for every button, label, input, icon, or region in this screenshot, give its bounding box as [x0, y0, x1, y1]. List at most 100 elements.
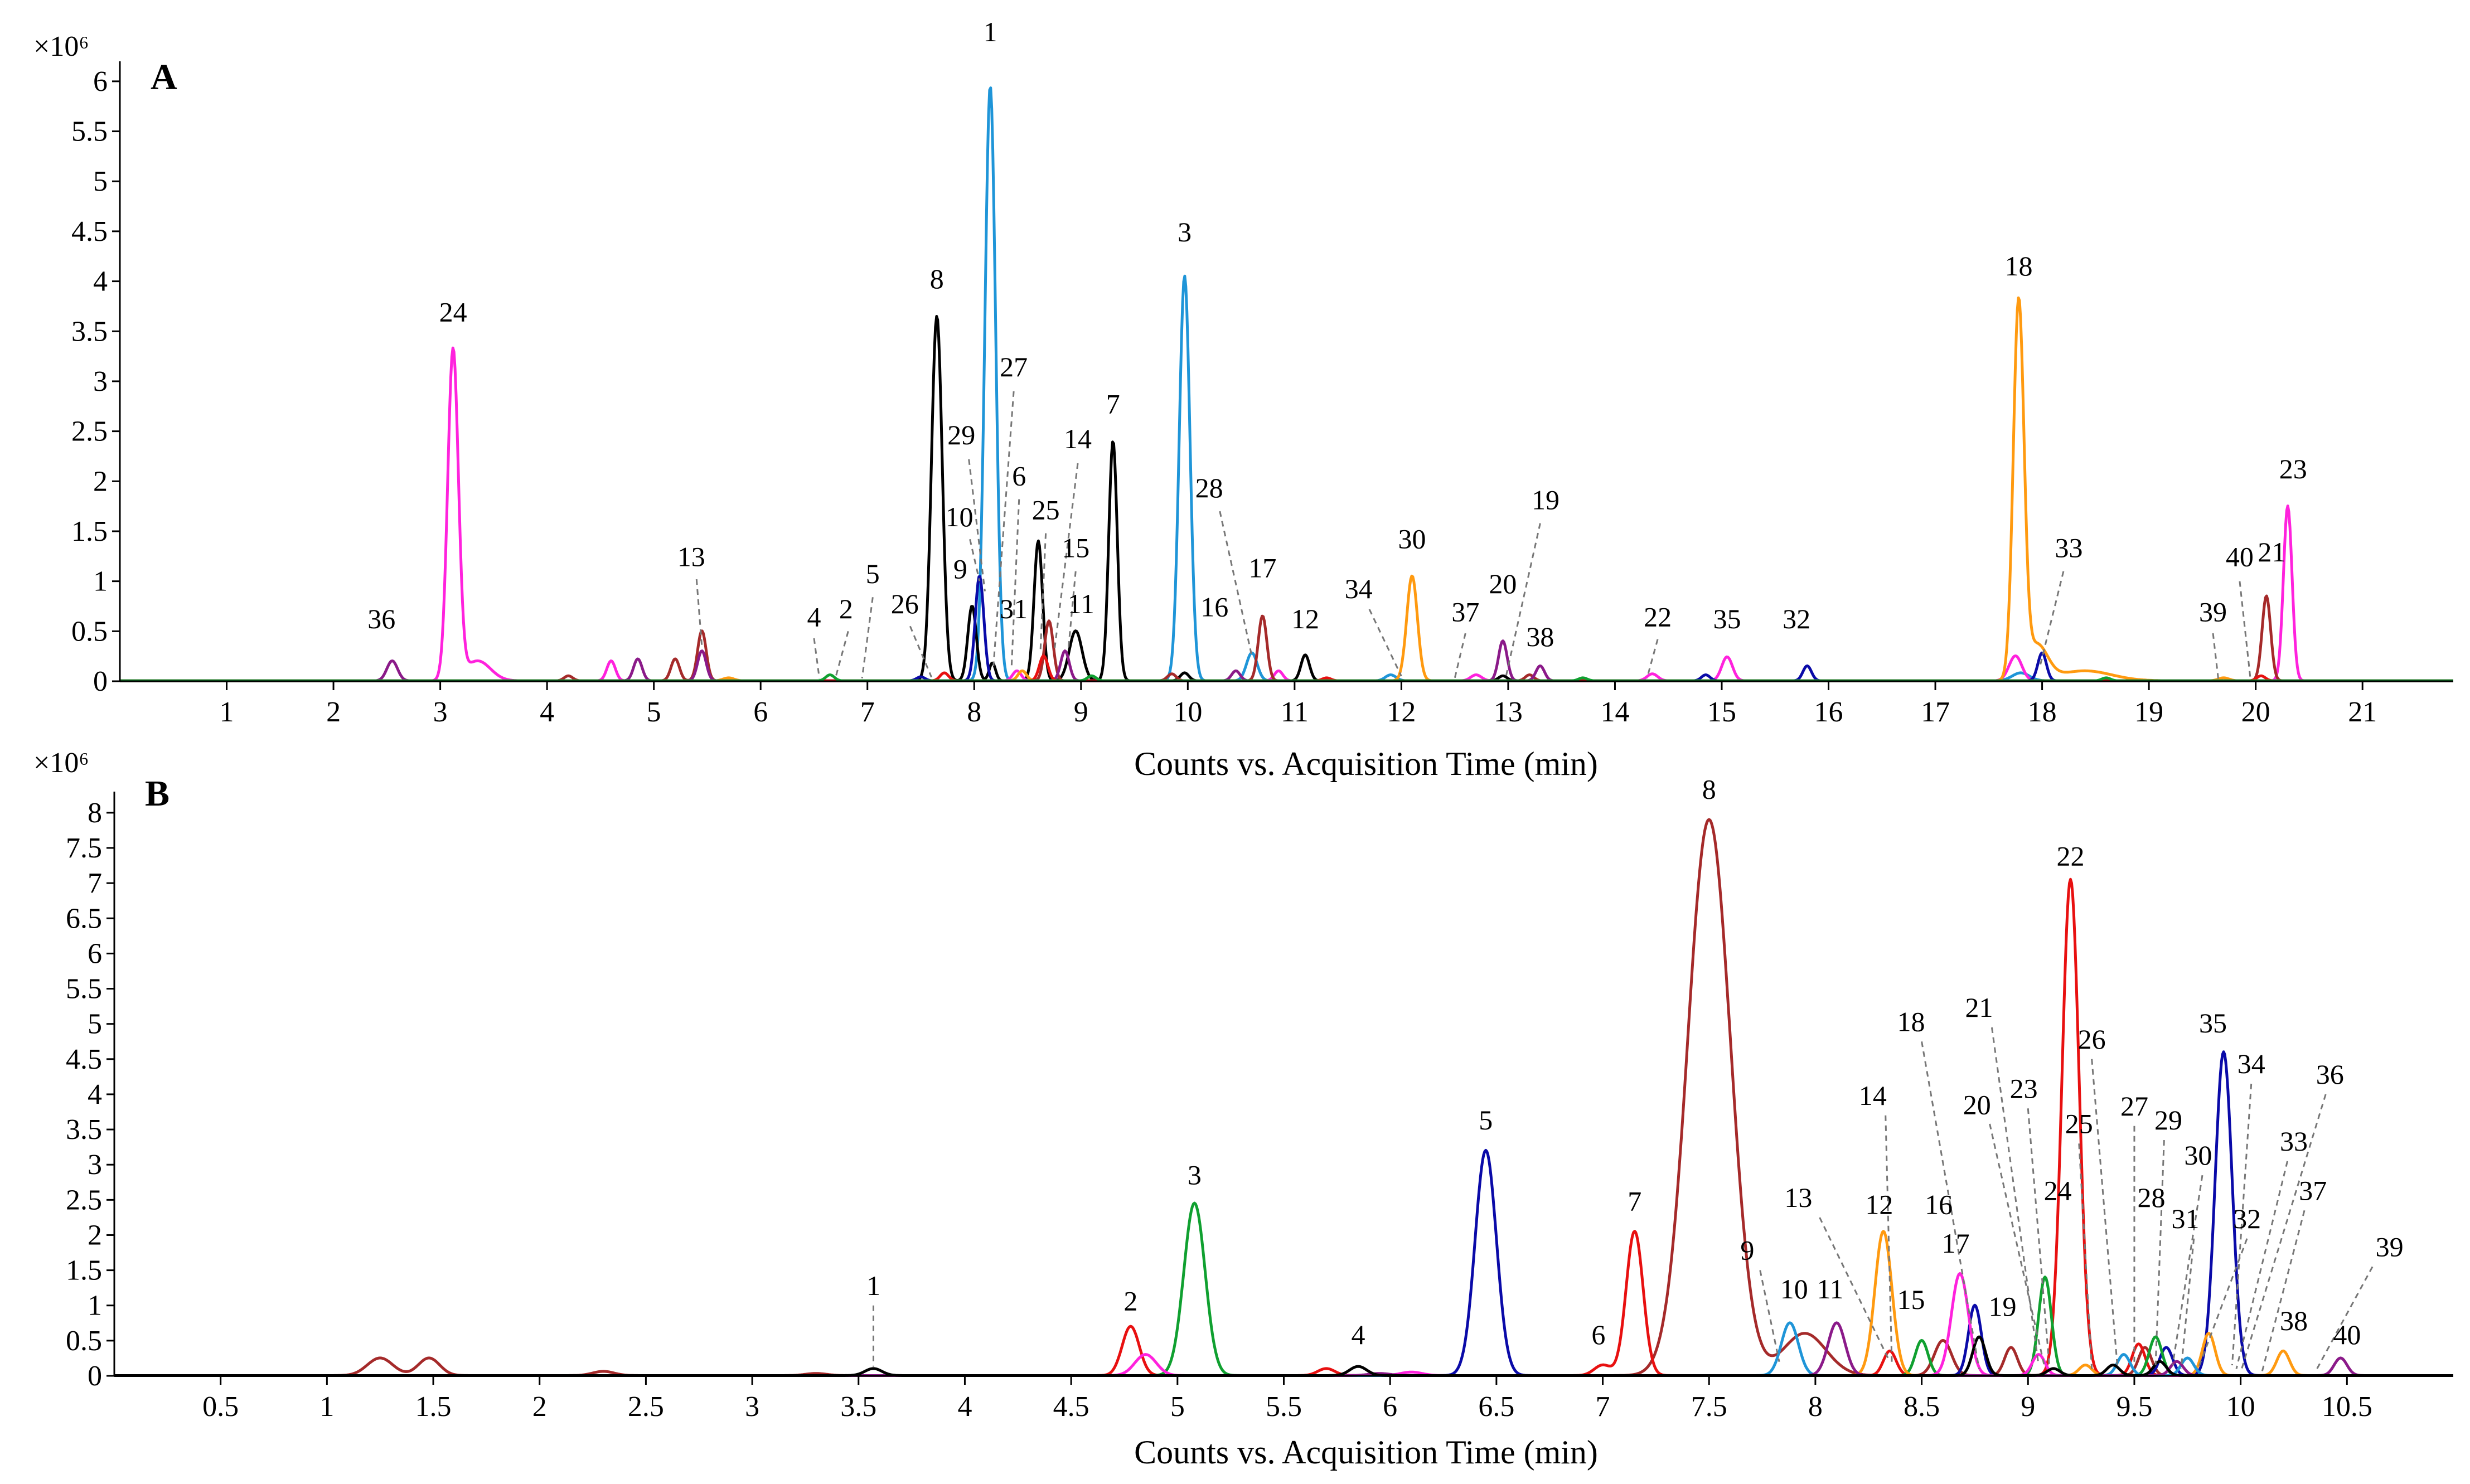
panel-a-leader-line [834, 631, 849, 679]
panel-a-peak-label: 35 [1713, 603, 1741, 634]
panel-a-y-tick-label: 5.5 [71, 116, 108, 148]
panel-b-peak-label: 17 [1942, 1228, 1970, 1259]
panel-b-peak-label: 37 [2299, 1175, 2327, 1206]
panel-b-peak-label: 21 [1965, 992, 1993, 1023]
panel-a-leader-line [2039, 571, 2065, 667]
panel-a-y-tick-label: 3.5 [71, 316, 108, 347]
panel-a-y-tick-label: 0.5 [71, 615, 108, 647]
panel-a-peak-label: 6 [1012, 460, 1026, 491]
panel-b-peak-label: 32 [2233, 1203, 2261, 1234]
panel-a-leader-line [968, 459, 986, 591]
panel-a-peak-label: 15 [1062, 532, 1089, 564]
panel-a-x-tick-label: 11 [1281, 696, 1309, 728]
panel-b-leader-line [2197, 1238, 2248, 1369]
panel-a-y-tick-label: 1.5 [71, 516, 108, 547]
panel-a-peak-label: 21 [2258, 536, 2285, 568]
panel-a-y-ticks: 0 0.5 1 1.5 2 2.5 3 3.5 4 4.5 5 5.5 6 [71, 66, 120, 697]
panel-b-peak-label: 15 [1897, 1284, 1925, 1315]
panel-a-peak-label: 4 [807, 601, 821, 632]
panel-a-peak-label: 13 [677, 541, 705, 573]
panel-b-leader-line [1759, 1270, 1780, 1362]
panel-b-peak-label: 39 [2376, 1231, 2404, 1262]
panel-b-peak-label: 36 [2316, 1059, 2344, 1090]
panel-a-y-tick-label: 1 [93, 566, 108, 598]
panel-b-y-tick-label: 6 [88, 938, 102, 969]
panel-a-x-tick-label: 5 [647, 696, 661, 728]
panel-b-peak-label: 31 [2171, 1203, 2199, 1234]
panel-b-y-tick-label: 7 [88, 867, 102, 899]
panel-b-x-ticks: 0.5 1 1.5 2 2.5 3 3.5 4 4.5 5 5.5 6 6.5 7 7.5 8 8.5 9 9.5 1… [202, 1376, 2372, 1423]
panel-b-y-tick-label: 5.5 [66, 973, 102, 1005]
panel-b-x-tick-label: 5 [1170, 1391, 1185, 1423]
panel-a-leader-line [1219, 511, 1253, 657]
panel-b-trace-darkred [114, 818, 2454, 1377]
panel-a-peak-label: 26 [891, 588, 919, 619]
panel-b-peak-label: 3 [1188, 1160, 1202, 1191]
panel-a-leader-line [1505, 523, 1541, 677]
panel-b-x-tick-label: 7.5 [1691, 1391, 1727, 1423]
panel-b-peak-label: 19 [1989, 1291, 2017, 1322]
panel-a-x-tick-label: 13 [1494, 696, 1523, 728]
panel-b-leader-line [2240, 1094, 2327, 1373]
panel-a-y-tick-label: 3 [93, 366, 108, 397]
panel-b-peak-label: 14 [1859, 1080, 1887, 1111]
panel-b-peak-label: 29 [2154, 1104, 2182, 1136]
panel-a-x-tick-label: 19 [2134, 696, 2163, 728]
panel-b-trace-blue [114, 1321, 2454, 1377]
panel-b-x-tick-label: 3 [745, 1391, 759, 1423]
panel-b-peak-label: 24 [2044, 1175, 2072, 1206]
panel-a-scale-label: ×10⁶ [33, 31, 89, 62]
panel-b-trace-black [114, 1335, 2454, 1377]
panel-b-x-tick-label: 0.5 [202, 1391, 239, 1423]
panel-a-peak-label: 33 [2055, 532, 2082, 564]
panel-b-x-axis-title: Counts vs. Acquisition Time (min) [1134, 1434, 1598, 1471]
panel-a-peak-label: 22 [1644, 601, 1672, 632]
panel-b-leader-line [1885, 1115, 1893, 1366]
panel-a-peak-label: 16 [1200, 591, 1228, 622]
panel-a-peak-label: 10 [945, 501, 973, 532]
panel-a-x-tick-label: 17 [1921, 696, 1950, 728]
panel-a-y-tick-label: 2.5 [71, 416, 108, 448]
panel-b-peak-label: 4 [1351, 1319, 1365, 1350]
panel-a-peak-label: 29 [947, 419, 975, 450]
panel-b-y-tick-label: 0.5 [66, 1325, 102, 1357]
panel-b-x-tick-label: 1.5 [415, 1391, 452, 1423]
panel-a-leader-line [969, 539, 981, 581]
panel-a-peak-label: 3 [1178, 216, 1192, 248]
panel-a-y-tick-label: 2 [93, 465, 108, 497]
panel-b-y-tick-label: 1 [88, 1290, 102, 1322]
panel-b-x-tick-label: 3.5 [840, 1391, 876, 1423]
panel-b-x-tick-label: 8 [1808, 1391, 1823, 1423]
panel-a-trace-darkred [119, 594, 2454, 682]
panel-b-y-tick-label: 7.5 [66, 832, 102, 864]
panel-a-traces [119, 86, 2454, 682]
panel-a-peak-label: 27 [1000, 351, 1028, 382]
panel-b-y-tick-label: 2 [88, 1219, 102, 1251]
panel-a-peak-label: 18 [2004, 250, 2032, 282]
panel-a-peak-label: 14 [1064, 423, 1092, 454]
panel-a-y-tick-label: 4 [93, 266, 108, 298]
panel-b-x-tick-label: 6.5 [1478, 1391, 1514, 1423]
panel-a-peak-label: 37 [1451, 596, 1479, 627]
panel-a-x-tick-label: 21 [2348, 696, 2377, 728]
panel-b-peak-label: 5 [1479, 1104, 1493, 1136]
panel-b-peak-label: 12 [1865, 1189, 1893, 1220]
panel-a-peak-label: 11 [1068, 588, 1094, 619]
panel-a-x-tick-label: 1 [220, 696, 234, 728]
panel-a-peak-label: 12 [1291, 603, 1319, 634]
panel-b-x-tick-label: 8.5 [1904, 1391, 1940, 1423]
panel-a-peak-label: 30 [1398, 523, 1426, 554]
panel-b-leader-line [2078, 1143, 2093, 1369]
panel-a-x-tick-label: 4 [540, 696, 554, 728]
panel-a-x-tick-label: 7 [860, 696, 875, 728]
panel-b-x-tick-label: 10 [2226, 1391, 2255, 1423]
panel-b-x-tick-label: 9 [2021, 1391, 2035, 1423]
panel-b-x-tick-label: 2.5 [628, 1391, 664, 1423]
panel-a-trace-black [119, 315, 2454, 682]
panel-b-y-tick-label: 3.5 [66, 1114, 102, 1146]
